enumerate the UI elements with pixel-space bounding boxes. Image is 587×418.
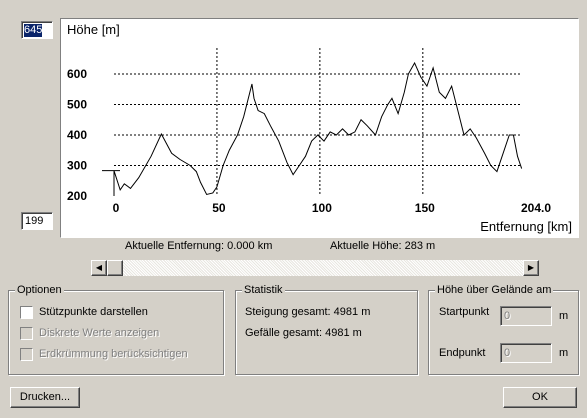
scrollbar[interactable]: ◀ ▶ <box>91 260 539 276</box>
scroll-right[interactable]: ▶ <box>523 260 539 276</box>
checkbox <box>20 348 33 361</box>
elevation-line <box>113 61 523 196</box>
end-label: Endpunkt <box>439 347 486 359</box>
end-spinbox: 0 <box>500 343 552 363</box>
unit: m <box>559 347 569 359</box>
statistics-group: Statistik Steigung gesamt: 4981 m Gefäll… <box>235 284 418 375</box>
x-tick-label: 0 <box>113 201 120 215</box>
elevation-chart: Höhe [m] Entfernung [km] 200300400500600… <box>60 18 579 238</box>
min-value: 199 <box>25 215 44 227</box>
min-field[interactable]: 199 <box>21 212 53 230</box>
checkbox[interactable] <box>20 306 33 319</box>
ok-button[interactable]: OK <box>503 387 577 408</box>
y-tick-label: 500 <box>67 97 87 111</box>
max-value: 645 <box>24 24 43 37</box>
x-axis-label: Entfernung [km] <box>480 219 572 234</box>
start-spinbox: 0 <box>500 306 552 326</box>
checkbox <box>20 327 33 340</box>
current-height: Aktuelle Höhe: 283 m <box>330 240 436 252</box>
y-tick-label: 400 <box>67 128 87 142</box>
y-tick-label: 200 <box>67 189 87 203</box>
y-tick-label: 300 <box>67 158 87 172</box>
group-title: Höhe über Gelände am <box>435 284 554 296</box>
height-group: Höhe über Gelände am Startpunkt 0 m Endp… <box>428 284 579 375</box>
print-button[interactable]: Drucken... <box>10 387 80 408</box>
x-tick-label: 100 <box>312 201 332 215</box>
group-title: Statistik <box>242 284 285 296</box>
x-tick-label: 150 <box>415 201 435 215</box>
ascent: Steigung gesamt: 4981 m <box>245 306 371 318</box>
scroll-thumb[interactable] <box>107 260 123 276</box>
checkbox-label: Diskrete Werte anzeigen <box>39 327 160 339</box>
x-tick-label: 50 <box>212 201 226 215</box>
options-group: Optionen Stützpunkte darstellen Diskrete… <box>8 284 224 375</box>
group-title: Optionen <box>15 284 64 296</box>
y-tick-label: 600 <box>67 67 87 81</box>
scroll-left[interactable]: ◀ <box>91 260 107 276</box>
end-value: 0 <box>504 347 511 359</box>
checkbox-label[interactable]: Stützpunkte darstellen <box>39 306 148 318</box>
unit: m <box>559 310 569 322</box>
current-distance: Aktuelle Entfernung: 0.000 km <box>125 240 273 252</box>
x-tick-label: 204.0 <box>521 201 551 215</box>
chart-title: Höhe [m] <box>67 22 120 37</box>
checkbox-label: Erdkrümmung berücksichtigen <box>39 348 188 360</box>
start-value: 0 <box>504 310 511 322</box>
start-label: Startpunkt <box>439 306 490 318</box>
max-field[interactable]: 645 <box>21 21 53 39</box>
descent: Gefälle gesamt: 4981 m <box>245 327 362 339</box>
